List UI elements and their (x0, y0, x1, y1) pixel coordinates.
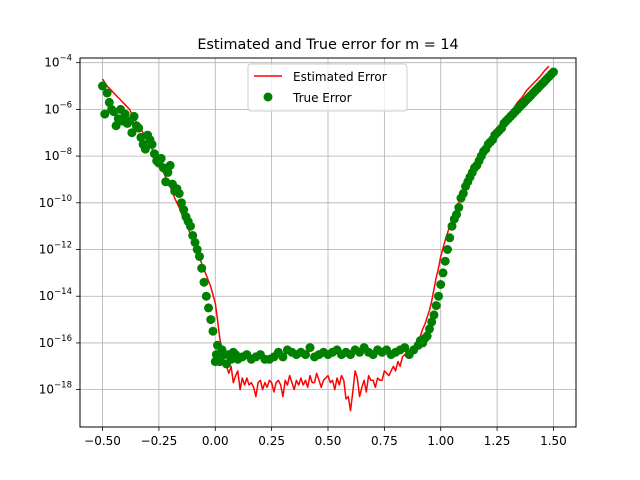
true-error-point (165, 160, 175, 170)
chart-title: Estimated and True error for m = 14 (197, 37, 458, 53)
estimated-error-series (101, 65, 550, 412)
y-tick-label: 10−10 (39, 194, 72, 210)
legend: Estimated Error True Error (247, 63, 408, 112)
true-error-point (422, 331, 432, 341)
x-tick-label: 0.75 (371, 434, 398, 448)
true-error-point (120, 109, 130, 119)
true-error-series (98, 67, 558, 369)
true-error-point (195, 252, 204, 261)
true-error-point (436, 280, 446, 289)
true-error-point (440, 256, 450, 266)
true-error-point (98, 81, 107, 91)
true-error-point (192, 245, 202, 254)
true-error-point (147, 139, 157, 149)
true-error-point (190, 238, 200, 247)
true-error-point (443, 245, 452, 254)
true-error-point (447, 221, 457, 231)
true-error-point (102, 88, 112, 98)
true-error-point (199, 277, 209, 287)
true-error-point (454, 203, 464, 212)
true-error-point (452, 210, 461, 219)
true-error-point (163, 167, 173, 177)
true-error-point (174, 189, 184, 198)
legend-marker-swatch (263, 92, 273, 102)
true-error-point (127, 128, 137, 138)
legend-label-estimated: Estimated Error (293, 70, 387, 84)
true-error-point (156, 153, 166, 163)
true-error-point (278, 352, 288, 362)
true-error-point (186, 221, 195, 231)
x-tick-label: −0.50 (84, 434, 121, 448)
true-error-point (197, 263, 207, 273)
y-tick-label: 10−8 (44, 147, 72, 163)
x-tick-label: 1.50 (540, 434, 567, 448)
true-error-point (208, 326, 218, 336)
plot-area (98, 65, 558, 412)
estimated-error-line (101, 65, 550, 412)
true-error-point (434, 291, 443, 301)
true-error-point (179, 205, 189, 215)
true-error-point (305, 343, 315, 353)
true-error-point (134, 123, 144, 133)
true-error-point (400, 343, 410, 353)
true-error-point (177, 198, 186, 208)
true-error-point (204, 303, 213, 313)
true-error-point (427, 317, 437, 327)
y-tick-label: 10−18 (39, 381, 72, 397)
true-error-point (301, 350, 310, 360)
true-error-point (201, 291, 211, 301)
y-tick-label: 10−14 (39, 287, 72, 303)
legend-box (247, 63, 408, 112)
true-error-point (129, 111, 139, 121)
x-tick-label: 0.50 (315, 434, 342, 448)
x-tick-label: 1.25 (484, 434, 511, 448)
true-error-point (100, 109, 110, 119)
y-tick-label: 10−16 (39, 334, 72, 350)
y-tick-label: 10−6 (44, 100, 72, 116)
true-error-point (206, 315, 216, 325)
true-error-point (445, 233, 455, 243)
legend-label-true: True Error (292, 91, 352, 105)
x-tick-label: 0.00 (202, 434, 229, 448)
true-error-point (458, 189, 468, 198)
true-error-point (549, 67, 558, 77)
y-tick-label: 10−12 (39, 241, 72, 257)
x-tick-label: −0.25 (141, 434, 178, 448)
true-error-point (140, 144, 150, 154)
true-error-point (438, 268, 448, 278)
true-error-point (431, 301, 441, 311)
true-error-point (188, 231, 198, 240)
x-tick-label: 0.25 (258, 434, 285, 448)
true-error-point (429, 310, 439, 320)
true-error-point (111, 121, 121, 131)
y-axis: 10−4 10−6 10−8 10−10 10−12 10−14 10−16 10−18 (39, 54, 80, 397)
x-tick-label: 1.00 (427, 434, 454, 448)
true-error-point (104, 97, 114, 107)
true-error-point (425, 324, 434, 334)
true-error-point (149, 149, 159, 159)
y-tick-label: 10−4 (44, 54, 72, 70)
x-axis: −0.50 −0.25 0.00 0.25 0.50 0.75 1.00 1.25 1.50 (84, 427, 567, 448)
true-error-point (109, 107, 119, 117)
